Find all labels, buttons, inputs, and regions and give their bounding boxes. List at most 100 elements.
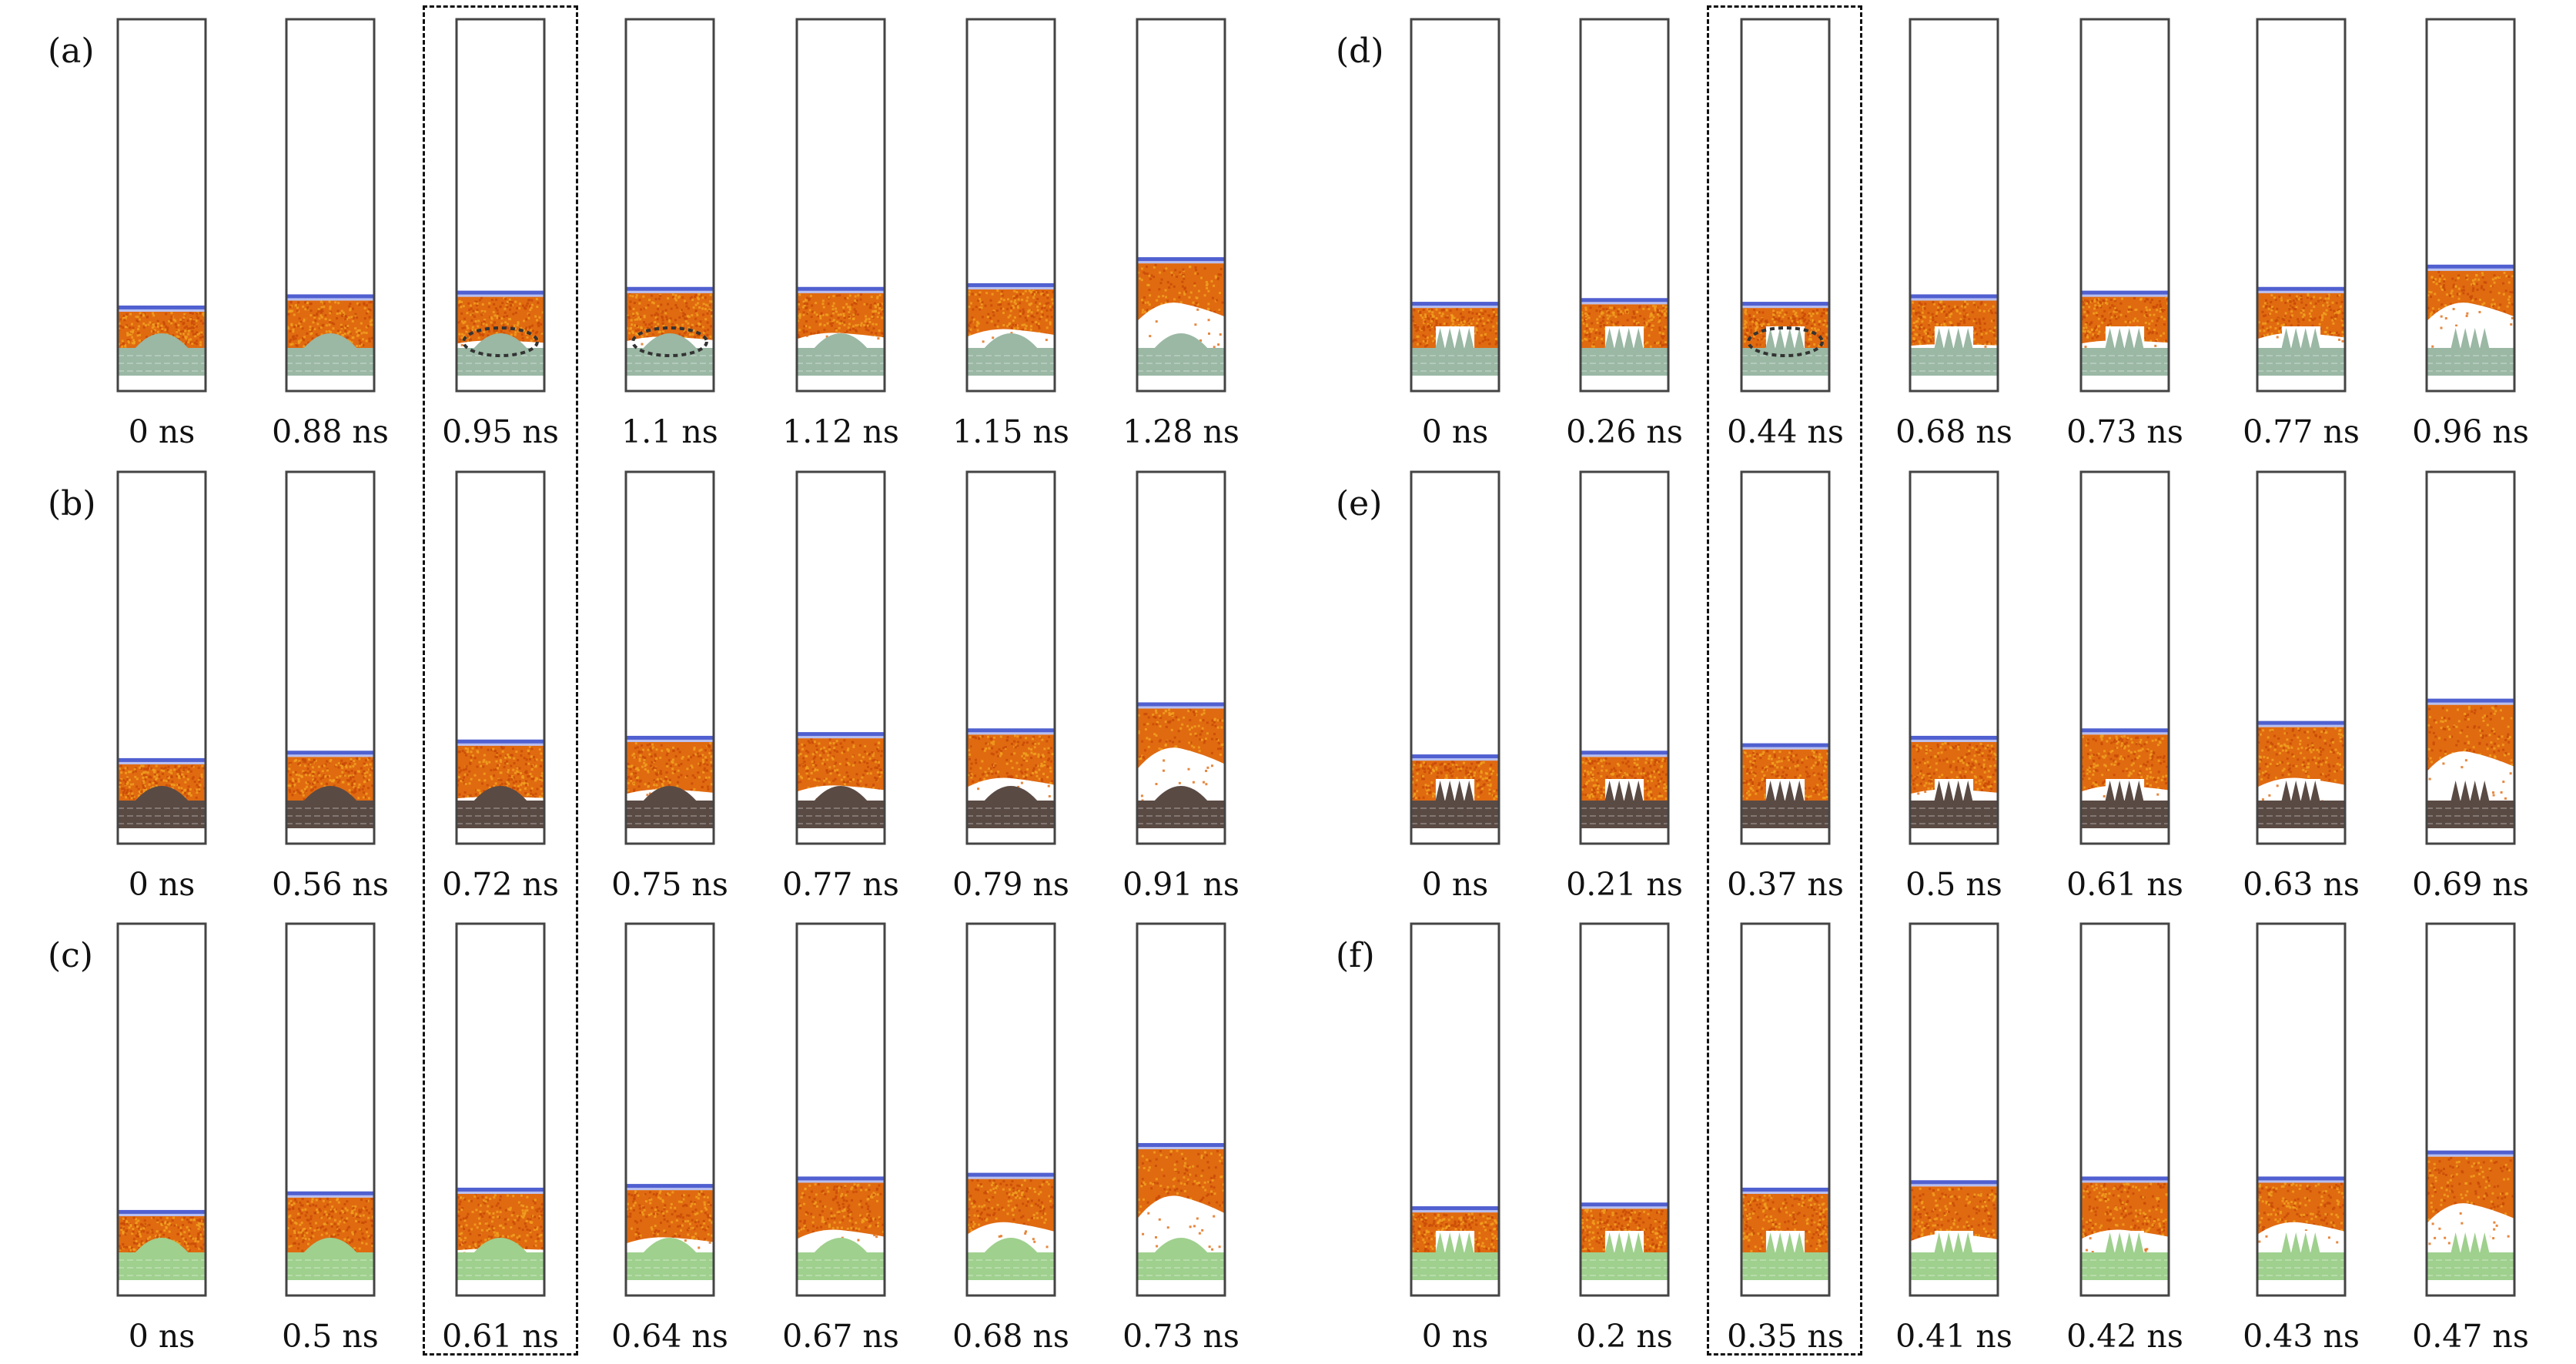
substrate-bump [814,1238,868,1252]
time-label: 0.67 ns [782,1318,899,1355]
time-label: 1.28 ns [1122,413,1239,450]
snapshot-panel [2256,470,2347,845]
substrate-bump [643,333,697,348]
simulation-box-frame [1579,470,1670,845]
piston-layer [1137,702,1225,709]
substrate-pillars [1934,326,1974,348]
substrate-bump [303,333,357,348]
piston-layer [1137,257,1225,264]
piston-layer [797,286,885,293]
snapshot-panel [1136,470,1226,845]
substrate [2081,779,2169,828]
panel-row-label: (f) [1336,936,1375,975]
snapshot-panel [285,470,376,845]
time-label: 0.43 ns [2243,1318,2360,1355]
substrate-pillars [1934,1231,1974,1252]
simulation-box-frame [2079,18,2170,393]
substrate [1581,1231,1668,1280]
piston-layer [2427,1150,2514,1157]
md-snapshot [2425,922,2516,1297]
md-snapshot [1740,470,1831,845]
snapshot-panel [1909,470,1999,845]
substrate-bump [643,1238,697,1252]
md-snapshot [1909,922,1999,1297]
md-snapshot [1136,470,1226,845]
substrate-pillars [2105,1231,2145,1252]
simulation-box-frame [795,18,886,393]
substrate [967,786,1055,828]
nucleation-site-marker [1747,326,1824,357]
substrate-bump [1154,1238,1208,1252]
time-label: 0.73 ns [1122,1318,1239,1355]
time-label: 0.77 ns [782,866,899,903]
piston-layer [2427,264,2514,271]
snapshot-panel [795,18,886,393]
md-snapshot [116,922,207,1297]
substrate [1910,326,1998,376]
simulation-box-frame [2256,470,2347,845]
md-snapshot [285,18,376,393]
snapshot-panel [455,18,546,393]
substrate-pillars [1604,779,1644,801]
substrate [457,786,544,828]
piston-layer [286,751,374,757]
substrate [2257,1231,2345,1280]
piston-layer [797,732,885,739]
snapshot-panel [1410,470,1500,845]
time-label: 0.61 ns [442,1318,559,1355]
simulation-box-frame [2079,922,2170,1297]
snapshot-panel [1136,922,1226,1297]
substrate [626,1238,714,1280]
simulation-box-frame [2425,922,2516,1297]
simulation-box-frame [455,18,546,393]
substrate [1741,326,1829,376]
time-label: 1.15 ns [952,413,1069,450]
substrate [626,786,714,828]
substrate [1411,779,1499,828]
md-snapshot [2425,18,2516,393]
time-label: 1.1 ns [621,413,718,450]
substrate [1137,1238,1225,1280]
vapor-cavity [1137,1195,1225,1252]
piston-layer [1741,302,1829,309]
md-snapshot [795,18,886,393]
time-label: 0.61 ns [2066,866,2183,903]
snapshot-panel [624,18,715,393]
piston-layer [2081,290,2169,297]
md-snapshot [1136,922,1226,1297]
time-label: 0.64 ns [611,1318,728,1355]
time-label: 0.5 ns [282,1318,379,1355]
simulation-box-frame [965,922,1056,1297]
substrate-pillars [2451,326,2491,348]
simulation-box-frame [965,470,1056,845]
snapshot-panel [965,470,1056,845]
simulation-box-frame [116,18,207,393]
simulation-box-frame [2256,922,2347,1297]
panel-row-label: (c) [48,936,93,975]
piston-layer [1581,1202,1668,1209]
md-snapshot [1909,470,1999,845]
substrate [1910,1231,1998,1280]
substrate [2081,326,2169,376]
snapshot-panel [1909,922,1999,1297]
simulation-box-frame [116,470,207,845]
time-label: 0 ns [128,866,196,903]
md-snapshot [455,18,546,393]
time-label: 0.26 ns [1566,413,1683,450]
substrate-bump [135,333,189,348]
md-snapshot [1909,18,1999,393]
droplet-particles [2084,344,2157,349]
substrate [2081,1231,2169,1280]
substrate [286,333,374,376]
snapshot-panel [455,470,546,845]
piston-layer [2081,728,2169,735]
time-label: 0 ns [128,413,196,450]
snapshot-panel [1410,18,1500,393]
md-snapshot [1410,470,1500,845]
substrate-pillars [1765,1231,1805,1252]
substrate [286,786,374,828]
piston-layer [626,735,714,742]
simulation-box-frame [2425,18,2516,393]
piston-layer [118,1209,206,1216]
simulation-box-frame [1579,922,1670,1297]
